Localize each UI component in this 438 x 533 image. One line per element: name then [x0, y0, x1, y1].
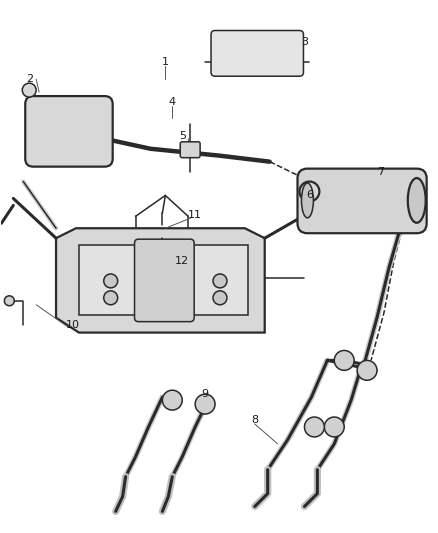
Circle shape — [22, 83, 36, 97]
Circle shape — [304, 417, 324, 437]
Text: 10: 10 — [66, 320, 80, 329]
Polygon shape — [56, 228, 265, 333]
Text: 11: 11 — [188, 211, 202, 220]
FancyBboxPatch shape — [297, 168, 427, 233]
Circle shape — [357, 360, 377, 380]
Text: 2: 2 — [26, 74, 33, 84]
Text: 7: 7 — [378, 167, 385, 176]
FancyBboxPatch shape — [134, 239, 194, 321]
Polygon shape — [79, 245, 248, 314]
Text: 4: 4 — [169, 97, 176, 107]
FancyBboxPatch shape — [211, 30, 304, 76]
Circle shape — [300, 182, 319, 201]
Circle shape — [104, 274, 118, 288]
FancyBboxPatch shape — [25, 96, 113, 167]
Circle shape — [162, 390, 182, 410]
Text: 3: 3 — [301, 37, 308, 47]
Circle shape — [213, 291, 227, 305]
Text: 5: 5 — [179, 131, 186, 141]
Text: 1: 1 — [162, 58, 169, 67]
Text: 6: 6 — [306, 190, 313, 200]
Circle shape — [213, 274, 227, 288]
Text: 8: 8 — [251, 415, 258, 425]
Ellipse shape — [301, 183, 314, 218]
Text: 9: 9 — [201, 389, 208, 399]
Circle shape — [334, 351, 354, 370]
FancyBboxPatch shape — [180, 142, 200, 158]
Circle shape — [324, 417, 344, 437]
Circle shape — [4, 296, 14, 306]
Circle shape — [195, 394, 215, 414]
Text: 12: 12 — [175, 256, 189, 266]
Ellipse shape — [408, 178, 426, 223]
Circle shape — [104, 291, 118, 305]
